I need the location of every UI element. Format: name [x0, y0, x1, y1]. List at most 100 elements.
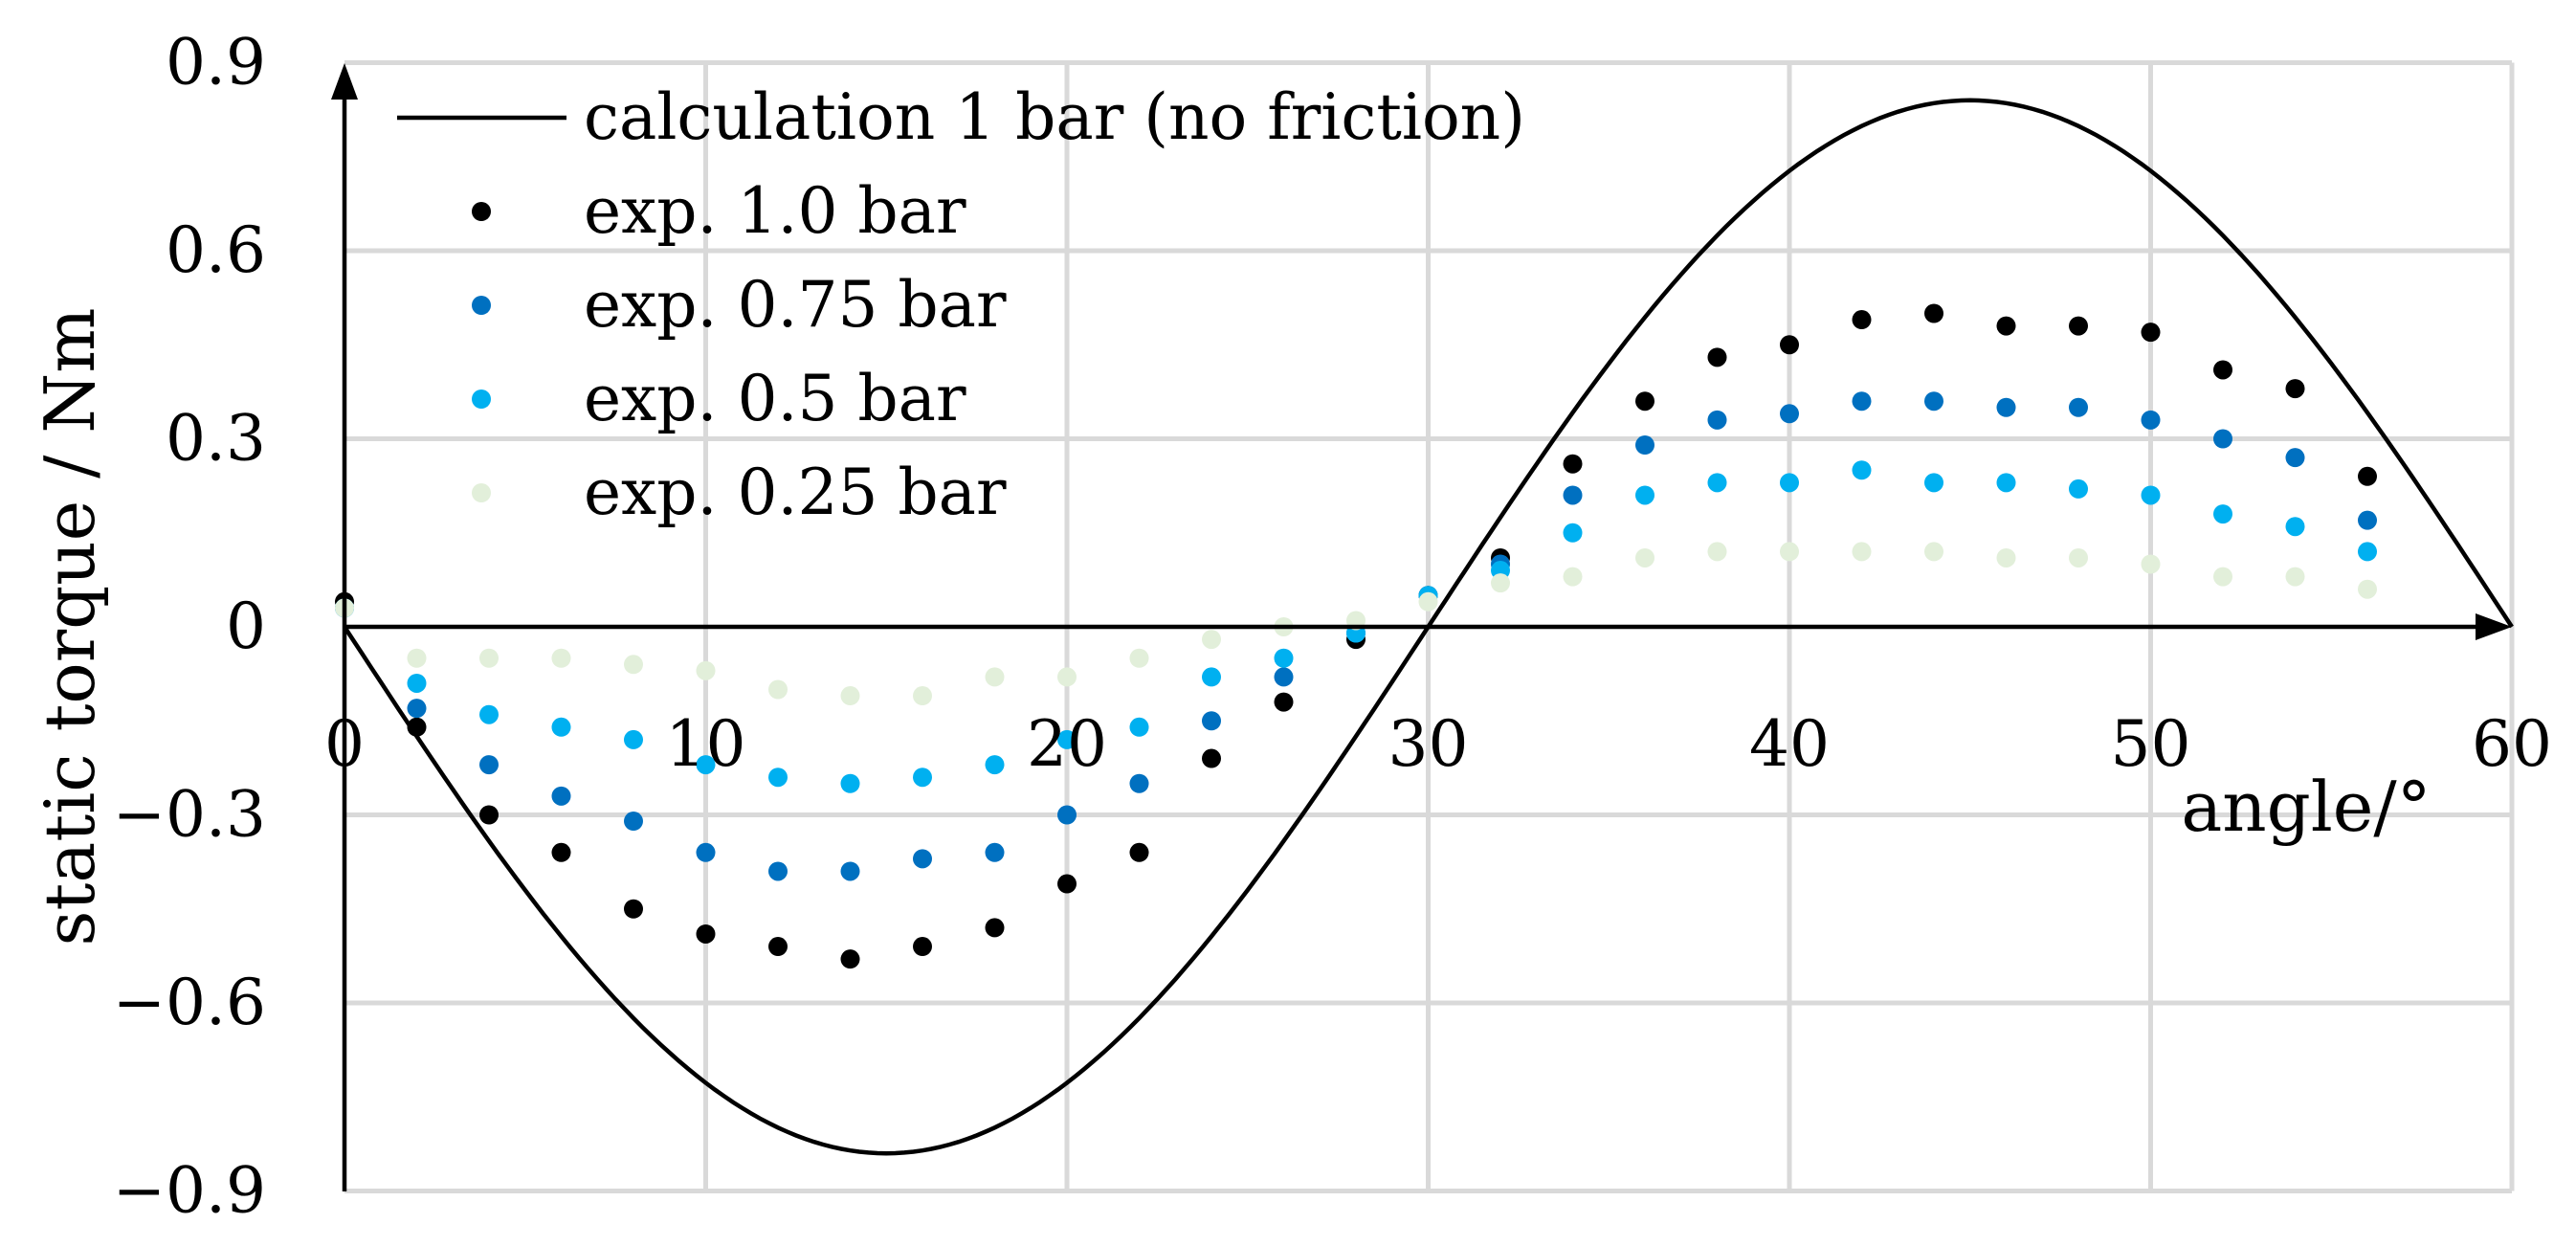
data-point-series-1 [1129, 842, 1149, 862]
data-point-series-4 [1202, 630, 1221, 650]
data-point-series-3 [1202, 667, 1221, 687]
data-point-series-4 [1780, 542, 1799, 562]
data-point-series-2 [2285, 448, 2305, 468]
data-point-series-1 [696, 923, 716, 944]
y-tick-label: −0.6 [113, 966, 266, 1039]
data-point-series-4 [840, 686, 860, 706]
x-tick-label: 60 [2472, 707, 2552, 781]
data-point-series-2 [1635, 435, 1654, 456]
legend-marker-swatch [472, 483, 491, 502]
data-point-series-3 [2141, 485, 2161, 505]
data-point-series-4 [2069, 547, 2088, 567]
legend-marker-swatch [472, 389, 491, 409]
data-point-series-1 [1563, 454, 1583, 474]
data-point-series-3 [1129, 717, 1149, 737]
x-tick-label: 40 [1749, 707, 1830, 781]
data-point-series-1 [1852, 310, 1872, 330]
y-tick-label: −0.3 [113, 778, 266, 852]
data-point-series-1 [1996, 316, 2016, 336]
data-point-series-1 [913, 937, 932, 957]
data-point-series-1 [479, 805, 499, 825]
data-point-series-3 [2213, 504, 2232, 524]
y-axis-label: static torque / Nm [30, 307, 110, 946]
y-tick-label: 0.6 [166, 213, 266, 287]
data-point-series-3 [1563, 523, 1583, 543]
data-points-group [335, 303, 2377, 969]
data-point-series-1 [985, 918, 1005, 938]
data-point-series-4 [768, 679, 788, 700]
x-axis-label: angle/° [2181, 767, 2431, 847]
data-point-series-2 [2213, 429, 2232, 449]
data-point-series-2 [1563, 485, 1583, 505]
data-point-series-2 [551, 786, 571, 806]
data-point-series-2 [1780, 404, 1799, 424]
data-point-series-3 [1996, 473, 2016, 493]
data-point-series-3 [2069, 478, 2088, 499]
data-point-series-4 [551, 648, 571, 668]
data-point-series-4 [1563, 567, 1583, 587]
data-point-series-1 [551, 842, 571, 862]
data-point-series-3 [407, 673, 427, 693]
data-point-series-3 [1057, 729, 1077, 749]
data-point-series-3 [1852, 460, 1872, 480]
data-point-series-4 [913, 686, 932, 706]
data-point-series-3 [840, 773, 860, 793]
data-point-series-3 [1780, 473, 1799, 493]
y-tick-label: 0.3 [166, 402, 266, 476]
data-point-series-2 [1057, 805, 1077, 825]
legend-entry-label: calculation 1 bar (no friction) [584, 80, 1525, 154]
y-tick-label: 0 [226, 590, 266, 663]
data-point-series-2 [479, 755, 499, 775]
data-point-series-4 [1996, 547, 2016, 567]
data-point-series-1 [2358, 466, 2377, 486]
x-tick-label: 10 [666, 707, 746, 781]
data-point-series-3 [479, 704, 499, 724]
legend-entry-label: exp. 0.5 bar [584, 362, 966, 435]
data-point-series-4 [1057, 667, 1077, 687]
legend-entry-label: exp. 0.25 bar [584, 456, 1007, 529]
data-point-series-1 [1707, 347, 1727, 367]
data-point-series-3 [2285, 517, 2305, 537]
x-tick-label: 0 [324, 707, 365, 781]
data-point-series-4 [985, 667, 1005, 687]
data-point-series-2 [696, 842, 716, 862]
legend-marker-swatch [472, 202, 491, 221]
legend-entry-label: exp. 1.0 bar [584, 174, 966, 248]
y-tick-label: 0.9 [166, 26, 266, 100]
data-point-series-4 [1924, 542, 1943, 562]
data-point-series-1 [1924, 303, 1943, 323]
data-point-series-2 [1996, 397, 2016, 417]
x-tick-label: 50 [2111, 707, 2191, 781]
data-point-series-3 [913, 768, 932, 788]
data-point-series-3 [1635, 485, 1654, 505]
data-point-series-3 [1707, 473, 1727, 493]
data-point-series-1 [1635, 391, 1654, 412]
data-point-series-4 [1491, 573, 1510, 593]
data-point-series-1 [2213, 360, 2232, 380]
data-point-series-2 [985, 842, 1005, 862]
data-point-series-3 [2358, 542, 2377, 562]
data-point-series-3 [551, 717, 571, 737]
data-point-series-4 [2141, 554, 2161, 574]
data-point-series-2 [1852, 391, 1872, 412]
data-point-series-3 [768, 768, 788, 788]
data-point-series-4 [2358, 579, 2377, 599]
legend-entry-label: exp. 0.75 bar [584, 268, 1007, 342]
data-point-series-4 [1129, 648, 1149, 668]
data-point-series-4 [1707, 542, 1727, 562]
y-tick-label: −0.9 [113, 1154, 266, 1228]
data-point-series-2 [768, 861, 788, 881]
data-point-series-2 [624, 812, 643, 832]
data-point-series-1 [2285, 379, 2305, 399]
data-point-series-2 [913, 849, 932, 869]
data-point-series-3 [624, 729, 643, 749]
data-point-series-2 [2069, 397, 2088, 417]
data-point-series-3 [696, 755, 716, 775]
data-point-series-2 [1274, 667, 1294, 687]
data-point-series-3 [1274, 648, 1294, 668]
data-point-series-4 [1852, 542, 1872, 562]
data-point-series-1 [1780, 335, 1799, 355]
data-point-series-1 [407, 717, 427, 737]
data-point-series-2 [1924, 391, 1943, 412]
